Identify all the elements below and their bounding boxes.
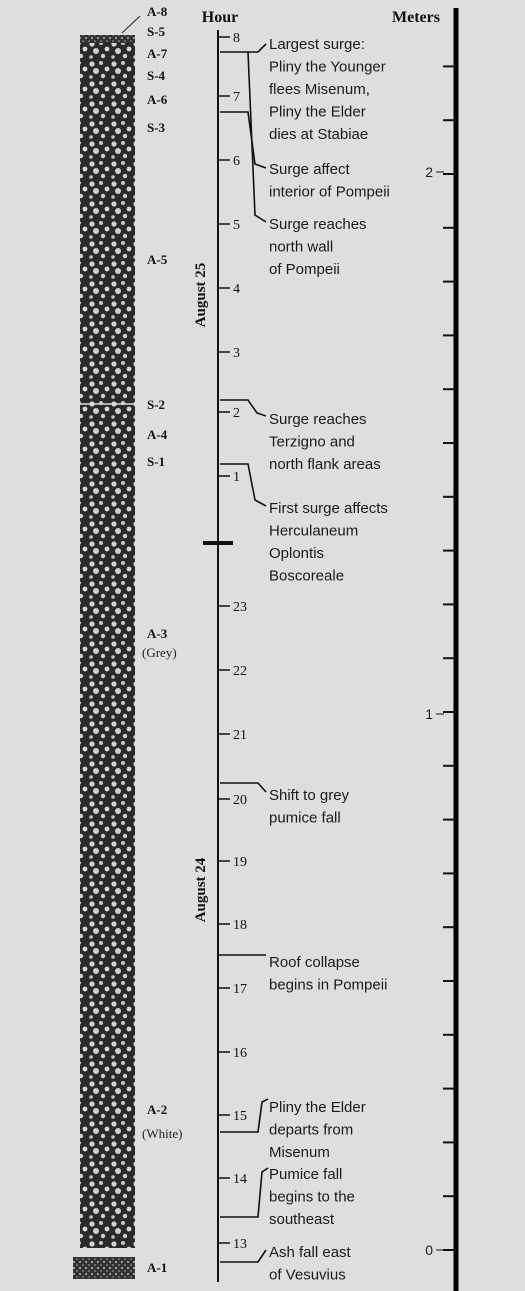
event-text: departs from — [269, 1122, 353, 1139]
date-label: August 25 — [193, 263, 209, 328]
event-text: Pliny the Younger — [269, 59, 386, 76]
event-text: Shift to grey — [269, 787, 350, 804]
hour-label: 8 — [233, 31, 240, 46]
event-text: Terzigno and — [269, 434, 355, 451]
layer-label: A-5 — [147, 252, 168, 267]
hour-label: 19 — [233, 855, 247, 870]
hour-label: 15 — [233, 1109, 247, 1124]
event-text: north flank areas — [269, 456, 381, 473]
hour-label: 16 — [233, 1046, 247, 1061]
event-text: Roof collapse — [269, 954, 360, 971]
event-text: of Pompeii — [269, 261, 340, 278]
hour-label: 7 — [233, 90, 240, 105]
background — [0, 0, 525, 1291]
ash-layer — [73, 1257, 135, 1279]
hour-label: 4 — [233, 282, 240, 297]
hour-header: Hour — [202, 9, 238, 26]
layer-label: S-3 — [147, 120, 166, 135]
event-text: Surge affect — [269, 161, 350, 178]
hour-label: 2 — [233, 406, 240, 421]
meter-label: 1 — [425, 706, 433, 722]
layer-label: S-5 — [147, 24, 166, 39]
hour-label: 18 — [233, 918, 247, 933]
event-text: Pliny the Elder — [269, 1099, 366, 1116]
event-text: Pliny the Elder — [269, 104, 366, 121]
meters-header: Meters — [392, 9, 440, 26]
layer-label: S-4 — [147, 68, 166, 83]
layer-label: A-8 — [147, 4, 168, 19]
meter-label: 2 — [425, 164, 433, 180]
pumice-column — [80, 35, 135, 1248]
event-text: flees Misenum, — [269, 81, 370, 98]
layer-note: (Grey) — [142, 645, 177, 660]
stratigraphy-diagram: Hour Meters August 25 August 24 A-8 S-5 A-… — [0, 0, 525, 1291]
hour-label: 1 — [233, 470, 240, 485]
event-text: Surge reaches — [269, 216, 367, 233]
hour-label: 20 — [233, 793, 247, 808]
event-text: First surge affects — [269, 500, 388, 517]
event-text: Pumice fall — [269, 1166, 342, 1183]
hour-label: 6 — [233, 154, 240, 169]
hour-label: 13 — [233, 1237, 247, 1252]
event-text: pumice fall — [269, 810, 341, 827]
layer-label: S-1 — [147, 454, 165, 469]
hour-label: 14 — [233, 1172, 247, 1187]
event-text: Herculaneum — [269, 523, 358, 540]
event-text: Misenum — [269, 1144, 330, 1161]
layer-label: A-4 — [147, 427, 168, 442]
layer-label: A-2 — [147, 1102, 167, 1117]
event-text: interior of Pompeii — [269, 184, 390, 201]
layer-label: A-1 — [147, 1260, 167, 1275]
event-text: Boscoreale — [269, 568, 344, 585]
event-text: north wall — [269, 239, 333, 256]
event-text: Ash fall east — [269, 1244, 352, 1261]
event-text: begins in Pompeii — [269, 977, 387, 994]
event-text: Largest surge: — [269, 36, 365, 53]
event-text: southeast — [269, 1211, 335, 1228]
event-text: of Vesuvius — [269, 1267, 346, 1284]
layer-label: S-2 — [147, 397, 165, 412]
event-text: Surge reaches — [269, 411, 367, 428]
event-text: begins to the — [269, 1189, 355, 1206]
layer-label: A-3 — [147, 626, 168, 641]
hour-label: 23 — [233, 600, 247, 615]
layer-label: A-6 — [147, 92, 168, 107]
hour-label: 21 — [233, 728, 247, 743]
layer-label: A-7 — [147, 46, 168, 61]
event-text: dies at Stabiae — [269, 126, 368, 143]
hour-label: 5 — [233, 218, 240, 233]
surge-layer — [80, 35, 135, 43]
meter-label: 0 — [425, 1242, 433, 1258]
layer-note: (White) — [142, 1126, 182, 1141]
hour-label: 17 — [233, 982, 247, 997]
event-text: Oplontis — [269, 545, 324, 562]
date-label: August 24 — [193, 857, 209, 922]
hour-label: 22 — [233, 664, 247, 679]
hour-label: 3 — [233, 346, 240, 361]
